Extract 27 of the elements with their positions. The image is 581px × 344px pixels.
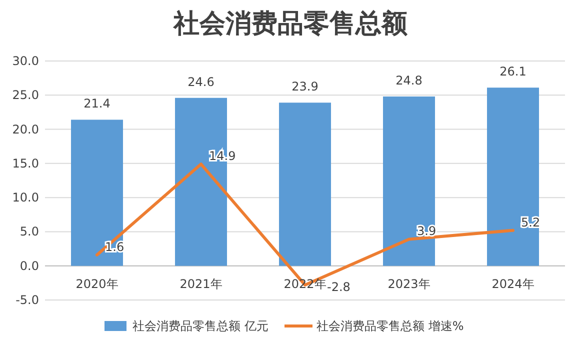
y-tick-label: 20.0 <box>12 122 39 136</box>
y-tick-label: 0.0 <box>20 258 39 273</box>
y-tick-label: 25.0 <box>12 88 39 102</box>
data-label: 24.8 <box>396 74 422 88</box>
x-tick-label: 2020年 <box>76 276 118 291</box>
bar <box>71 120 123 266</box>
chart-title: 社会消费品零售总额 <box>172 9 408 39</box>
data-label: 5.2 <box>521 215 540 230</box>
data-label: 24.6 <box>188 74 214 89</box>
y-tick-label: 5.0 <box>20 224 39 239</box>
legend-label: 社会消费品零售总额 增速% <box>316 319 464 333</box>
data-label: 21.4 <box>84 96 110 111</box>
y-tick-label: 15.0 <box>12 156 39 170</box>
x-tick-label: 2023年 <box>388 276 430 291</box>
y-tick-label: 30.0 <box>12 54 39 68</box>
data-label: 26.1 <box>500 64 526 79</box>
bar <box>383 96 435 266</box>
data-label: -2.8 <box>327 280 350 294</box>
data-label: 23.9 <box>292 80 318 94</box>
bar <box>279 102 331 266</box>
legend-label: 社会消费品零售总额 亿元 <box>132 319 268 333</box>
x-tick-label: 2022年 <box>284 276 326 291</box>
bar <box>487 88 539 266</box>
x-tick-label: 2021年 <box>180 276 222 291</box>
y-tick-label: 10.0 <box>12 190 39 205</box>
x-tick-label: 2024年 <box>492 276 534 291</box>
y-tick-label: -5.0 <box>16 293 39 307</box>
